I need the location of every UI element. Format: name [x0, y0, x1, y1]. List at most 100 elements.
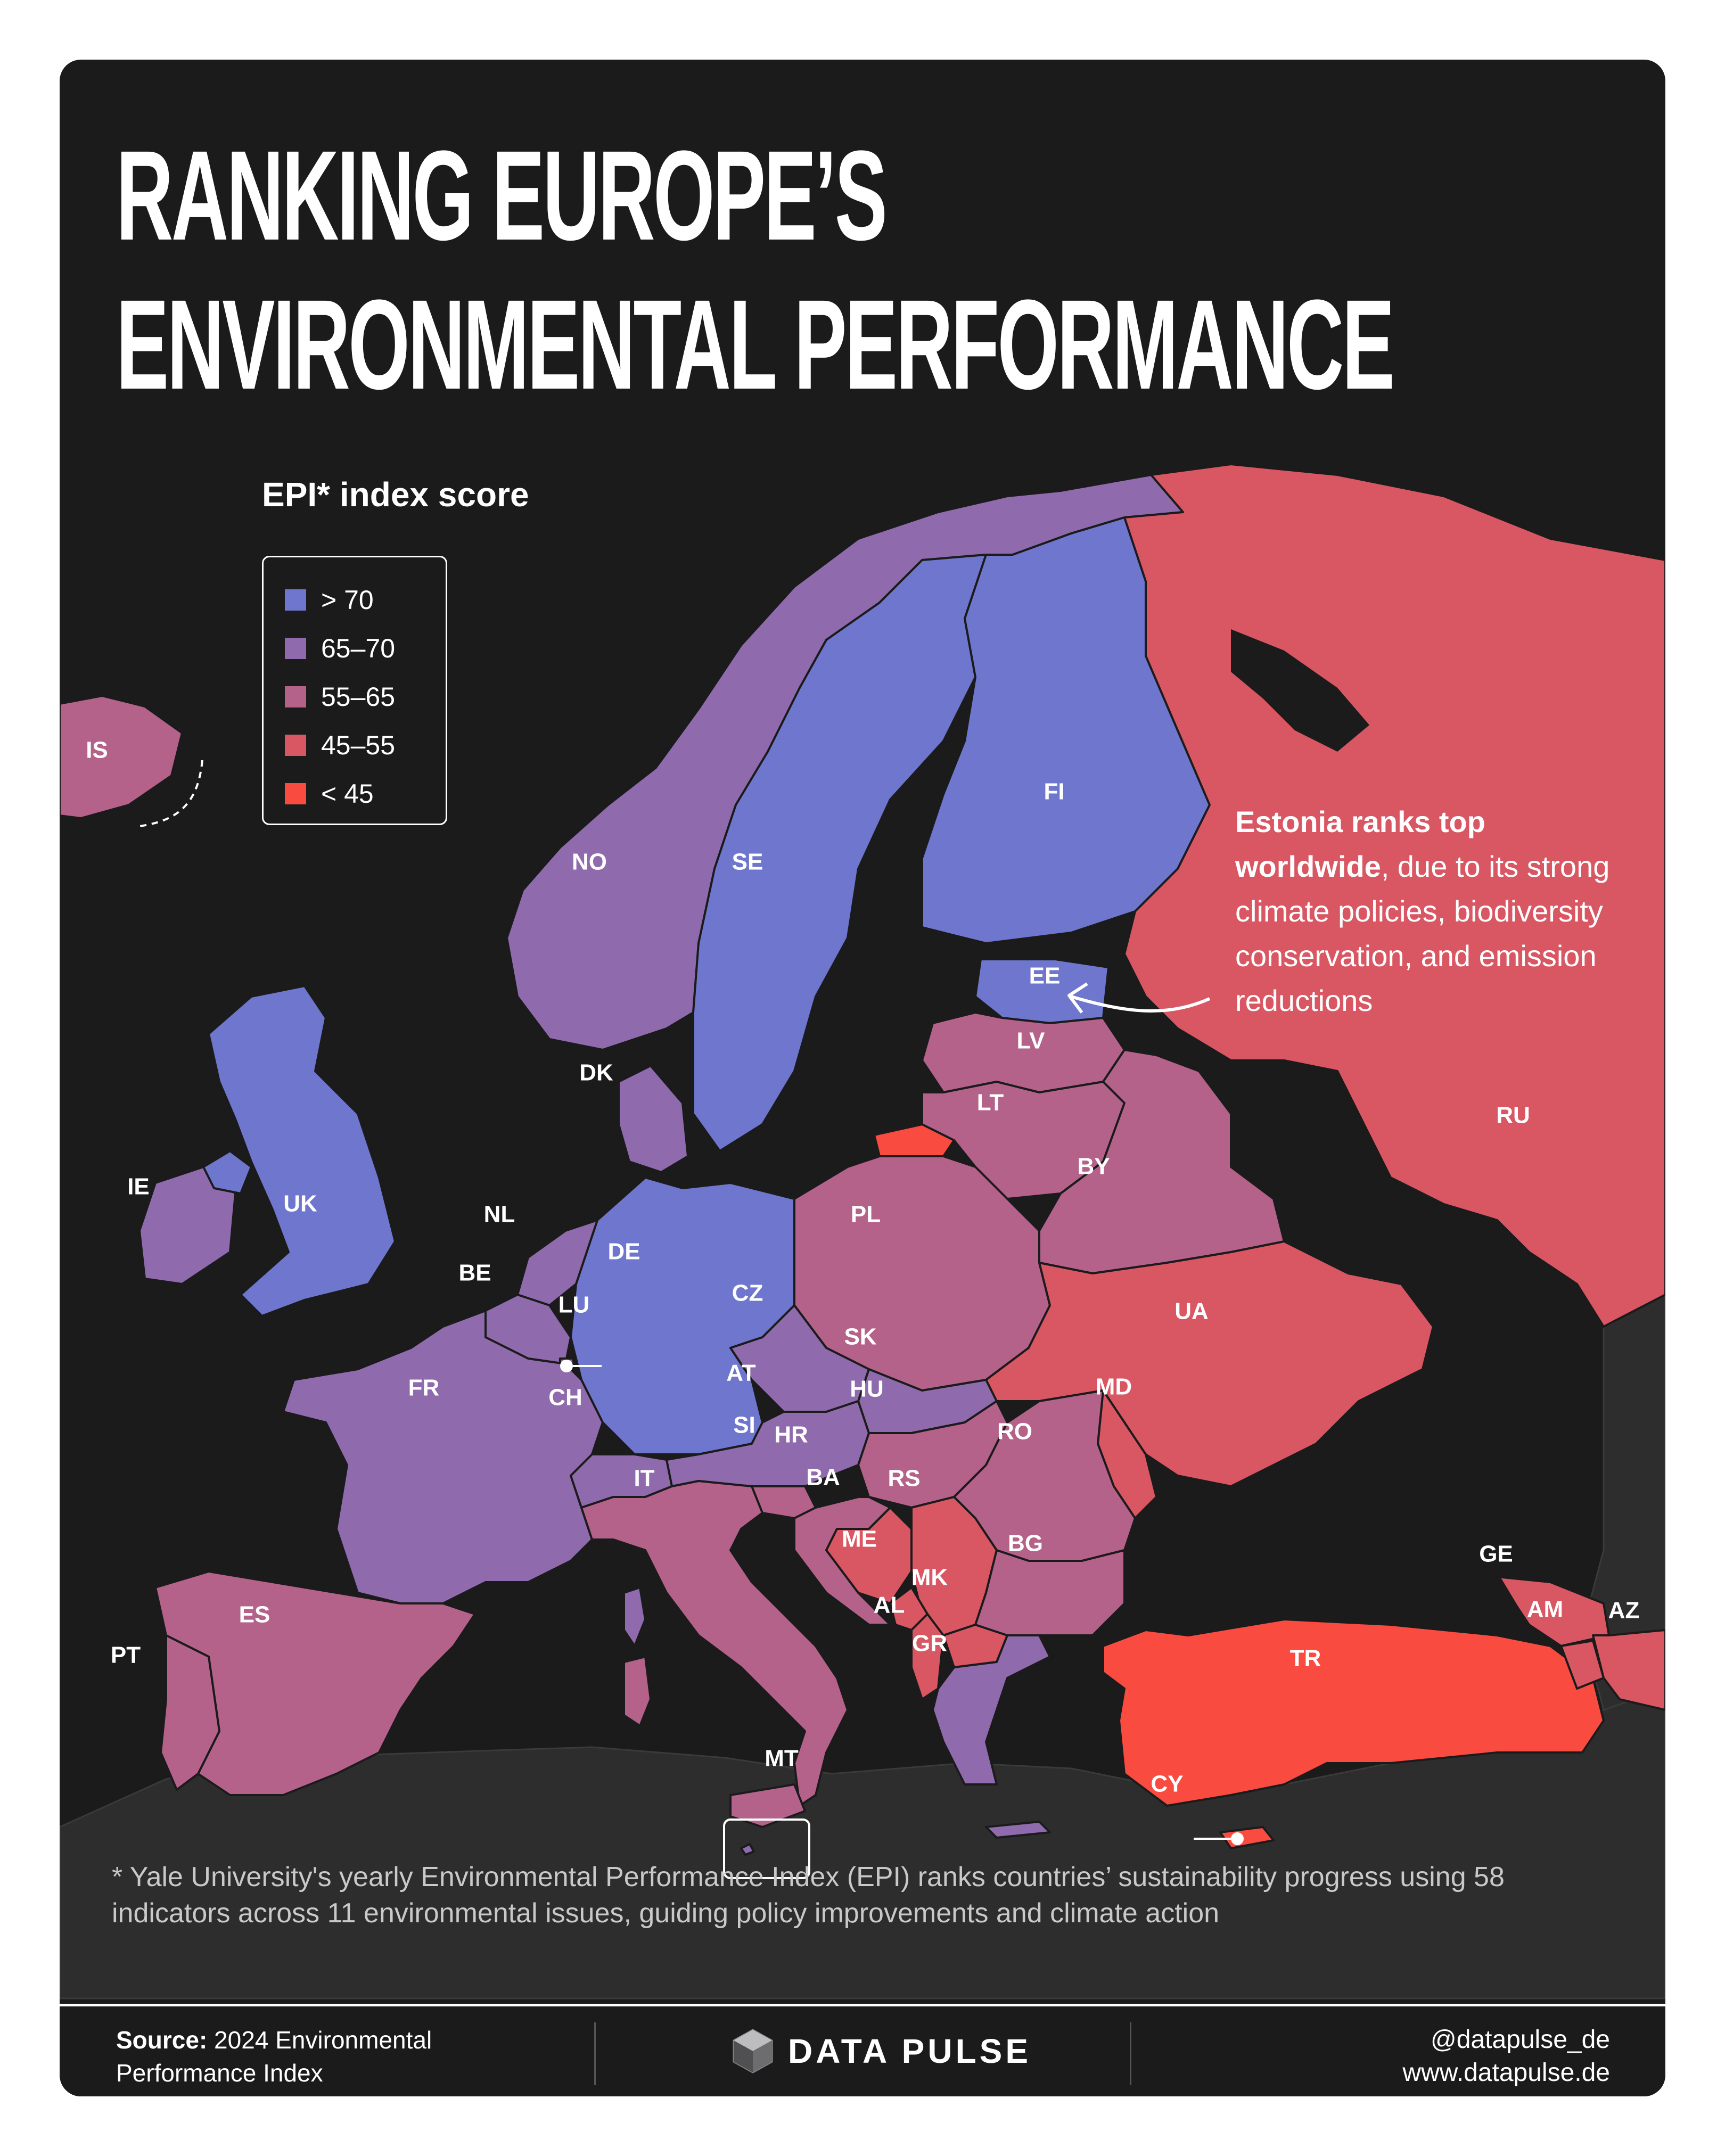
legend-label: < 45	[321, 778, 374, 809]
cyprus-marker	[1231, 1832, 1244, 1845]
white-sea	[1231, 629, 1369, 752]
source-credit: Source: 2024 Environmental Performance I…	[116, 2023, 432, 2089]
source-line-1: 2024 Environmental	[207, 2026, 432, 2054]
title-line-1: RANKING EUROPE’S	[116, 124, 888, 267]
adriatic-sea	[752, 1513, 911, 1667]
label-BG: BG	[1008, 1530, 1043, 1557]
legend-swatch	[285, 686, 306, 707]
estonia-annotation: Estonia ranks top worldwide, due to its …	[1235, 800, 1629, 1023]
label-NL: NL	[484, 1202, 515, 1228]
label-SE: SE	[732, 849, 763, 875]
label-MD: MD	[1096, 1374, 1132, 1400]
country-malta	[740, 1843, 755, 1856]
legend-title: EPI* index score	[262, 475, 529, 514]
title-line-2: ENVIRONMENTAL PERFORMANCE	[116, 273, 1395, 416]
label-ES: ES	[239, 1602, 270, 1628]
estonia-arrow	[1071, 995, 1211, 1013]
label-CH: CH	[548, 1385, 582, 1411]
europe-map: IS NO SE FI EE LV LT DK IE UK NL BE LU D…	[60, 463, 1665, 1999]
country-greece	[932, 1634, 1051, 1785]
website-link[interactable]: www.datapulse.de	[1402, 2059, 1610, 2087]
brand-name: DATA PULSE	[788, 2032, 1032, 2070]
country-italy	[580, 1480, 849, 1807]
label-AZ: AZ	[1608, 1598, 1640, 1624]
footer-divider-right	[1130, 2022, 1131, 2085]
label-PL: PL	[851, 1202, 881, 1228]
label-BA: BA	[806, 1464, 840, 1491]
country-france	[282, 1310, 604, 1604]
label-BE: BE	[458, 1260, 491, 1286]
black-sea	[1135, 1481, 1529, 1635]
label-FI: FI	[1044, 779, 1064, 805]
legend-label: 45–55	[321, 730, 396, 760]
legend-label: 55–65	[321, 681, 396, 712]
label-SK: SK	[844, 1324, 876, 1350]
country-iceland	[60, 695, 183, 819]
annotation-bold: Estonia ranks top worldwide	[1235, 805, 1485, 883]
infographic-card: IS NO SE FI EE LV LT DK IE UK NL BE LU D…	[60, 60, 1665, 2096]
label-CY: CY	[1151, 1771, 1183, 1797]
label-EE: EE	[1029, 963, 1061, 989]
social-links: @datapulse_de www.datapulse.de	[1402, 2023, 1610, 2089]
legend-swatch	[285, 783, 306, 804]
country-crete	[985, 1821, 1051, 1839]
social-handle[interactable]: @datapulse_de	[1431, 2026, 1610, 2054]
sea-of-azov	[1316, 1422, 1391, 1465]
label-PT: PT	[111, 1642, 141, 1668]
label-LV: LV	[1017, 1028, 1046, 1054]
country-uk	[208, 985, 396, 1317]
label-SI: SI	[733, 1412, 755, 1438]
annotation-text: , due to its strong climate policies, bi…	[1235, 850, 1610, 1017]
label-AT: AT	[726, 1360, 756, 1386]
legend-item-under-45: < 45	[285, 769, 446, 818]
source-label: Source:	[116, 2026, 208, 2054]
label-FR: FR	[408, 1375, 440, 1401]
label-LU: LU	[558, 1292, 590, 1318]
footnote: * Yale University's yearly Environmental…	[112, 1862, 1505, 1929]
label-TR: TR	[1290, 1645, 1321, 1672]
country-portugal	[160, 1634, 220, 1791]
label-IS: IS	[86, 737, 108, 763]
label-UA: UA	[1174, 1298, 1209, 1324]
label-AL: AL	[874, 1592, 905, 1618]
legend-item-over-70: > 70	[285, 575, 446, 624]
label-CZ: CZ	[732, 1280, 763, 1306]
label-MK: MK	[911, 1565, 948, 1591]
label-MT: MT	[765, 1746, 799, 1772]
label-NO: NO	[572, 849, 607, 875]
label-GR: GR	[912, 1631, 947, 1657]
country-denmark	[618, 1065, 689, 1173]
footer-divider-left	[594, 2022, 596, 2085]
label-RO: RO	[997, 1419, 1032, 1445]
brand-logo: DATA PULSE	[730, 2028, 1031, 2075]
label-BY: BY	[1077, 1154, 1110, 1180]
footer: Source: 2024 Environmental Performance I…	[60, 2004, 1665, 2096]
legend-item-55-65: 55–65	[285, 672, 446, 721]
iceland-dashed-connector	[139, 760, 203, 827]
page-title: RANKING EUROPE’S ENVIRONMENTAL PERFORMAN…	[116, 121, 1395, 419]
label-AM: AM	[1527, 1597, 1563, 1623]
legend-swatch	[285, 589, 306, 611]
baltic-gulf	[911, 927, 986, 965]
legend-label: 65–70	[321, 633, 396, 663]
country-bulgaria	[974, 1549, 1126, 1636]
luxembourg-marker	[560, 1360, 573, 1372]
label-DK: DK	[579, 1060, 613, 1086]
source-line-2: Performance Index	[116, 2059, 323, 2087]
label-IE: IE	[127, 1174, 150, 1200]
label-HU: HU	[850, 1376, 884, 1402]
label-LT: LT	[977, 1090, 1004, 1116]
country-azerbaijan	[1592, 1629, 1665, 1711]
label-RU: RU	[1496, 1102, 1530, 1129]
label-UK: UK	[283, 1191, 317, 1217]
legend-swatch	[285, 734, 306, 756]
legend-item-65-70: 65–70	[285, 624, 446, 672]
country-sardinia	[623, 1656, 652, 1727]
country-uk-ni	[202, 1150, 252, 1195]
legend-swatch	[285, 637, 306, 659]
label-IT: IT	[634, 1466, 654, 1492]
label-GE: GE	[1479, 1541, 1513, 1567]
country-germany	[570, 1176, 795, 1455]
label-HR: HR	[774, 1422, 808, 1448]
estonia-arrowhead	[1067, 982, 1088, 1014]
